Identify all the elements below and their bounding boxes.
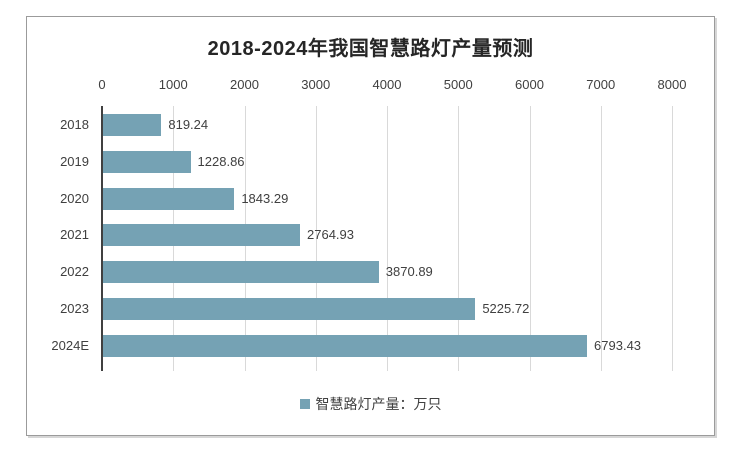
category-label: 2023 [60, 300, 89, 316]
gridline [458, 106, 460, 371]
value-label: 2764.93 [307, 227, 354, 243]
bar [103, 114, 162, 137]
value-label: 819.24 [168, 117, 209, 133]
gridline [529, 106, 531, 371]
gridline [387, 106, 388, 371]
gridline [672, 106, 673, 371]
gridline [600, 106, 602, 371]
x-tick-label: 7000 [586, 77, 616, 92]
bar [103, 187, 235, 210]
bar [103, 334, 588, 357]
category-label: 2024E [51, 337, 89, 353]
bar [103, 261, 379, 284]
value-label: 5225.72 [482, 300, 530, 316]
bar [103, 224, 300, 247]
legend: 智慧路灯产量：万只 [27, 394, 714, 414]
legend-label: 智慧路灯产量：万只 [315, 396, 442, 412]
x-tick-label: 6000 [515, 77, 544, 92]
x-tick-label: 4000 [372, 77, 402, 92]
bar [103, 297, 476, 320]
value-label: 6793.43 [594, 337, 642, 353]
value-label: 1843.29 [241, 190, 289, 206]
chart-container: 2018-2024年我国智慧路灯产量预测 0 1000 2000 3000 4000 50… [26, 16, 715, 436]
x-tick-label: 1000 [158, 77, 188, 92]
category-label: 2022 [60, 264, 89, 280]
category-label: 2020 [60, 190, 89, 206]
bar [103, 151, 191, 174]
value-label: 3870.89 [385, 264, 433, 280]
x-tick-label: 8000 [657, 77, 687, 92]
category-label: 2021 [60, 227, 89, 243]
x-tick-label: 2000 [230, 77, 259, 92]
x-tick-label: 0 [98, 77, 106, 92]
chart-title: 2018-2024年我国智慧路灯产量预测 [207, 38, 534, 60]
x-tick-label: 3000 [301, 77, 331, 92]
y-axis-line [101, 106, 103, 371]
x-tick-label: 5000 [443, 77, 473, 92]
value-label: 1228.86 [197, 154, 245, 170]
category-label: 2019 [60, 154, 89, 170]
gridline [315, 106, 317, 371]
legend-swatch [299, 399, 310, 409]
category-label: 2018 [60, 117, 89, 133]
